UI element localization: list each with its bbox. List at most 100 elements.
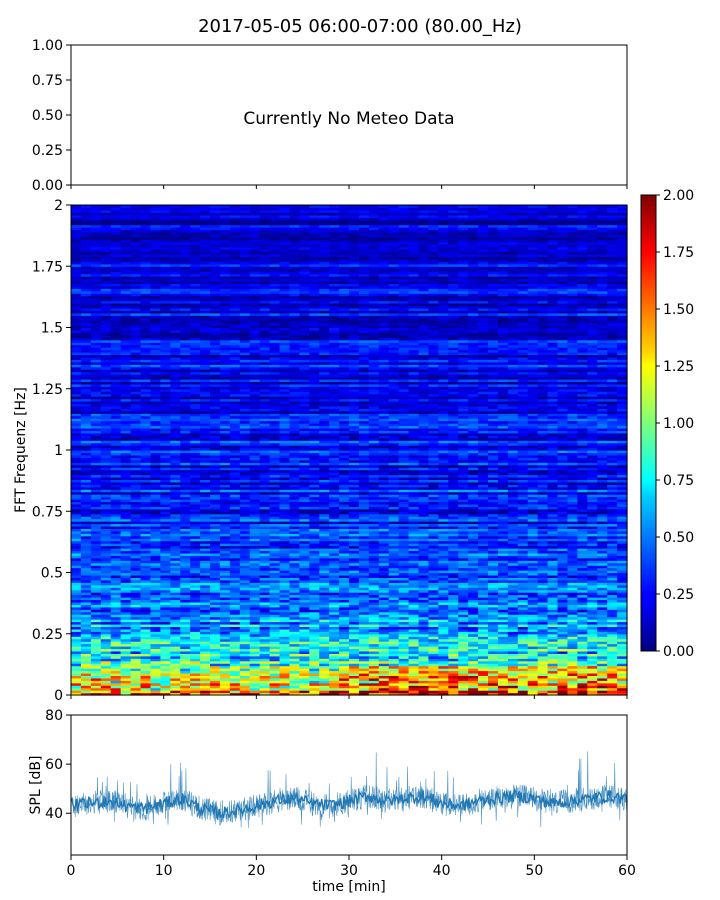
heatmap-cell — [468, 660, 479, 664]
heatmap-cell — [339, 518, 350, 522]
heatmap-cell — [617, 633, 628, 637]
heatmap-cell — [408, 494, 420, 498]
heatmap-cell — [388, 494, 400, 498]
heatmap-cell — [71, 582, 82, 586]
heatmap-cell — [229, 643, 241, 647]
heatmap-cell — [388, 650, 400, 654]
heatmap-cell — [71, 543, 82, 547]
heatmap-cell — [557, 479, 569, 483]
heatmap-cell — [468, 648, 479, 652]
heatmap-cell — [398, 577, 410, 581]
heatmap-cell — [200, 557, 211, 561]
heatmap-cell — [567, 540, 578, 544]
heatmap-cell — [478, 506, 489, 510]
heatmap-cell — [299, 496, 310, 500]
heatmap-cell — [507, 533, 519, 537]
heatmap-cell — [80, 562, 92, 566]
heatmap-cell — [309, 489, 320, 493]
heatmap-cell — [239, 503, 251, 507]
heatmap-cell — [319, 658, 330, 662]
heatmap-cell — [200, 589, 211, 593]
heatmap-cell — [438, 614, 449, 618]
heatmap-cell — [249, 658, 261, 662]
heatmap-cell — [120, 503, 132, 507]
heatmap-cell — [259, 616, 271, 620]
heatmap-cell — [170, 621, 181, 625]
heatmap-cell — [110, 506, 122, 510]
heatmap-cell — [160, 528, 171, 532]
heatmap-cell — [398, 677, 410, 681]
heatmap-cell — [458, 675, 469, 679]
heatmap-cell — [398, 501, 410, 505]
heatmap-cell — [527, 628, 539, 632]
heatmap-cell — [368, 638, 380, 642]
heatmap-cell — [368, 567, 380, 571]
heatmap-cell — [537, 582, 549, 586]
heatmap-cell — [567, 518, 578, 522]
heatmap-cell — [617, 611, 628, 615]
heatmap-cell — [259, 680, 271, 684]
heatmap-cell — [448, 572, 459, 576]
heatmap-cell — [597, 548, 608, 552]
heatmap-cell — [100, 665, 112, 669]
heatmap-cell — [458, 682, 469, 686]
heatmap-cell — [358, 545, 370, 549]
heatmap-cell — [358, 506, 370, 510]
heatmap-cell — [190, 521, 201, 525]
heatmap-cell — [398, 655, 410, 659]
heatmap-cell — [210, 592, 221, 596]
heatmap-cell — [339, 521, 350, 525]
heatmap-cell — [279, 675, 291, 679]
heatmap-cell — [299, 643, 310, 647]
heatmap-cell — [90, 643, 102, 647]
heatmap-cell — [239, 486, 251, 490]
heatmap-cell — [597, 496, 608, 500]
heatmap-cell — [299, 589, 310, 593]
heatmap-cell — [100, 557, 112, 561]
heatmap-cell — [210, 614, 221, 618]
heatmap-cell — [259, 508, 271, 512]
heatmap-cell — [567, 663, 578, 667]
heatmap-cell — [210, 570, 221, 574]
heatmap-cell — [468, 653, 479, 657]
heatmap-cell — [537, 518, 549, 522]
heatmap-cell — [507, 663, 519, 667]
heatmap-cell — [279, 557, 291, 561]
heatmap-cell — [378, 574, 390, 578]
heatmap-cell — [368, 594, 380, 598]
heatmap-cell — [180, 646, 191, 650]
heatmap-cell — [468, 636, 479, 640]
heatmap-cell — [388, 535, 400, 539]
heatmap-cell — [71, 481, 82, 485]
heatmap-cell — [190, 548, 201, 552]
heatmap-cell — [398, 530, 410, 534]
heatmap-cell — [577, 555, 588, 559]
heatmap-cell — [210, 540, 221, 544]
heatmap-cell — [448, 499, 459, 503]
heatmap-cell — [577, 501, 588, 505]
heatmap-cell — [299, 685, 310, 689]
heatmap-cell — [90, 660, 102, 664]
heatmap-cell — [438, 562, 449, 566]
heatmap-cell — [557, 570, 569, 574]
heatmap-cell — [378, 528, 390, 532]
heatmap-cell — [537, 616, 549, 620]
heatmap-cell — [577, 594, 588, 598]
heatmap-cell — [368, 535, 380, 539]
heatmap-cell — [358, 521, 370, 525]
heatmap-cell — [607, 594, 618, 598]
heatmap-cell — [309, 636, 320, 640]
heatmap-cell — [349, 668, 360, 672]
heatmap-cell — [319, 511, 330, 515]
heatmap-cell — [468, 518, 479, 522]
heatmap-cell — [468, 621, 479, 625]
heatmap-cell — [329, 633, 340, 637]
heatmap-cell — [180, 675, 191, 679]
heatmap-cell — [210, 486, 221, 490]
heatmap-cell — [120, 491, 132, 495]
heatmap-cell — [438, 663, 449, 667]
heatmap-cell — [190, 677, 201, 681]
heatmap-cell — [497, 496, 509, 500]
heatmap-cell — [71, 587, 82, 591]
heatmap-cell — [428, 476, 439, 480]
